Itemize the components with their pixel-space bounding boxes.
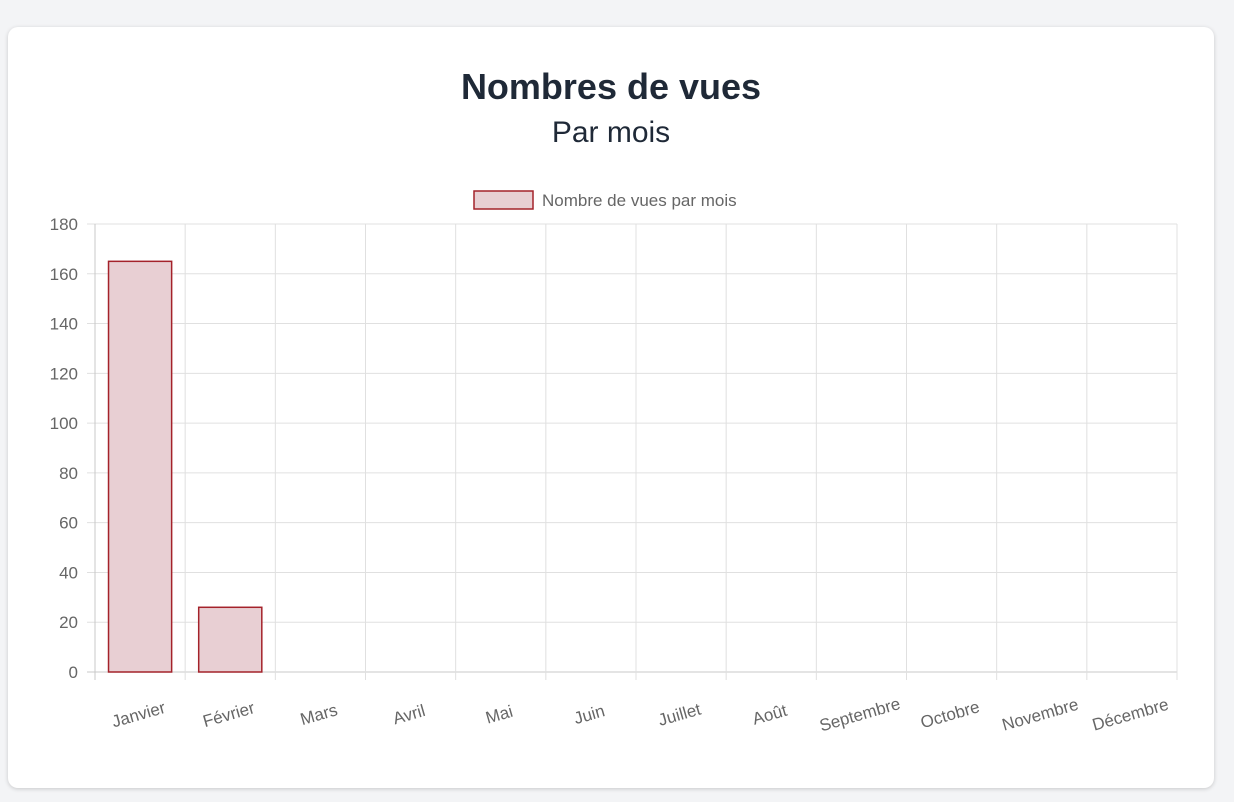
y-tick-label: 100: [50, 414, 78, 433]
x-tick-label: Septembre: [817, 694, 902, 735]
x-tick-label: Décembre: [1090, 695, 1171, 735]
grid-lines: [87, 223, 1178, 680]
x-tick-label: Juillet: [656, 700, 703, 730]
y-axis-ticks: 0 20 40 60 80 100 120 140 160 180: [50, 215, 78, 682]
legend-swatch[interactable]: [473, 190, 534, 210]
bar[interactable]: [107, 260, 173, 673]
y-tick-label: 120: [50, 364, 78, 383]
bar[interactable]: [197, 606, 263, 673]
chart-title: Nombres de vues: [461, 66, 761, 107]
x-tick-label: Février: [201, 698, 257, 731]
x-tick-label: Juin: [572, 701, 607, 728]
y-tick-label: 40: [59, 563, 78, 582]
legend[interactable]: Nombre de vues par mois: [473, 190, 737, 210]
legend-label[interactable]: Nombre de vues par mois: [542, 191, 737, 210]
bars: [107, 260, 263, 673]
y-tick-label: 80: [59, 464, 78, 483]
x-tick-label: Octobre: [918, 697, 981, 732]
y-tick-label: 180: [50, 215, 78, 234]
x-tick-label: Janvier: [110, 698, 168, 731]
x-tick-label: Mai: [483, 702, 515, 728]
x-axis-ticks: Janvier Février Mars Avril Mai Juin Juillet Aoû…: [110, 694, 1171, 735]
y-tick-label: 0: [69, 663, 78, 682]
x-tick-label: Novembre: [1000, 695, 1081, 735]
x-tick-label: Avril: [391, 701, 428, 728]
chart-subtitle: Par mois: [552, 116, 670, 149]
y-tick-label: 160: [50, 265, 78, 284]
y-tick-label: 60: [59, 514, 78, 533]
y-tick-label: 140: [50, 315, 78, 334]
x-tick-label: Mars: [298, 700, 340, 729]
y-tick-label: 20: [59, 613, 78, 632]
x-tick-label: Août: [750, 701, 789, 729]
